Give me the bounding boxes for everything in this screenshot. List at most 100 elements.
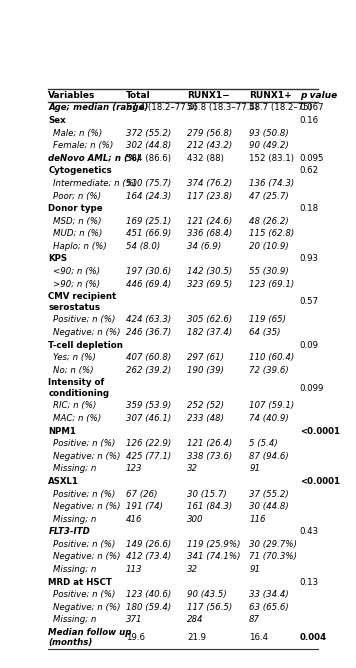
Text: 117 (23.8): 117 (23.8) xyxy=(187,192,233,200)
Text: 123 (69.1): 123 (69.1) xyxy=(249,279,294,289)
Text: Intensity of
conditioning: Intensity of conditioning xyxy=(48,378,109,397)
Text: Yes; n (%): Yes; n (%) xyxy=(53,353,96,362)
Text: 20 (10.9): 20 (10.9) xyxy=(249,242,289,250)
Text: 0.004: 0.004 xyxy=(300,633,327,642)
Text: 233 (48): 233 (48) xyxy=(187,414,224,423)
Text: 425 (77.1): 425 (77.1) xyxy=(126,452,171,461)
Text: Positive; n (%): Positive; n (%) xyxy=(53,315,116,325)
Text: RUNX1+: RUNX1+ xyxy=(249,91,292,100)
Text: 212 (43.2): 212 (43.2) xyxy=(187,141,233,150)
Text: 0.93: 0.93 xyxy=(300,255,319,263)
Text: Positive; n (%): Positive; n (%) xyxy=(53,490,116,498)
Text: Sex: Sex xyxy=(48,116,66,125)
Text: 246 (36.7): 246 (36.7) xyxy=(126,328,171,337)
Text: 5 (5.4): 5 (5.4) xyxy=(249,440,278,448)
Text: 32: 32 xyxy=(187,464,198,474)
Text: 87 (94.6): 87 (94.6) xyxy=(249,452,289,461)
Text: 126 (22.9): 126 (22.9) xyxy=(126,440,171,448)
Text: 0.18: 0.18 xyxy=(300,204,319,213)
Text: 107 (59.1): 107 (59.1) xyxy=(249,401,294,411)
Text: 262 (39.2): 262 (39.2) xyxy=(126,365,171,375)
Text: 279 (56.8): 279 (56.8) xyxy=(187,129,233,138)
Text: 451 (66.9): 451 (66.9) xyxy=(126,229,171,238)
Text: 142 (30.5): 142 (30.5) xyxy=(187,267,233,276)
Text: 32: 32 xyxy=(187,565,198,574)
Text: 56.8 (18.3–77.4): 56.8 (18.3–77.4) xyxy=(187,104,258,112)
Text: 338 (73.6): 338 (73.6) xyxy=(187,452,233,461)
Text: 71 (70.3%): 71 (70.3%) xyxy=(249,552,297,561)
Text: 182 (37.4): 182 (37.4) xyxy=(187,328,233,337)
Text: No; n (%): No; n (%) xyxy=(53,365,94,375)
Text: KPS: KPS xyxy=(48,255,68,263)
Text: 87: 87 xyxy=(249,615,260,625)
Text: Negative; n (%): Negative; n (%) xyxy=(53,603,121,612)
Text: Positive; n (%): Positive; n (%) xyxy=(53,540,116,549)
Text: MSD; n (%): MSD; n (%) xyxy=(53,216,102,226)
Text: 54 (8.0): 54 (8.0) xyxy=(126,242,160,250)
Text: 372 (55.2): 372 (55.2) xyxy=(126,129,171,138)
Text: 169 (25.1): 169 (25.1) xyxy=(126,216,171,226)
Text: 190 (39): 190 (39) xyxy=(187,365,224,375)
Text: 72 (39.6): 72 (39.6) xyxy=(249,365,289,375)
Text: Negative; n (%): Negative; n (%) xyxy=(53,452,121,461)
Text: 67 (26): 67 (26) xyxy=(126,490,157,498)
Text: 0.57: 0.57 xyxy=(300,297,319,307)
Text: Negative; n (%): Negative; n (%) xyxy=(53,328,121,337)
Text: 359 (53.9): 359 (53.9) xyxy=(126,401,171,411)
Text: Positive; n (%): Positive; n (%) xyxy=(53,590,116,599)
Text: Donor type: Donor type xyxy=(48,204,103,213)
Text: 91: 91 xyxy=(249,464,260,474)
Text: 30 (29.7%): 30 (29.7%) xyxy=(249,540,297,549)
Text: 302 (44.8): 302 (44.8) xyxy=(126,141,171,150)
Text: NPM1: NPM1 xyxy=(48,427,76,436)
Text: deNovo AML; n (%): deNovo AML; n (%) xyxy=(48,154,141,163)
Text: 0.13: 0.13 xyxy=(300,578,319,587)
Text: 0.62: 0.62 xyxy=(300,166,319,176)
Text: FLT3-ITD: FLT3-ITD xyxy=(48,527,90,536)
Text: 116: 116 xyxy=(249,515,266,524)
Text: 164 (24.3): 164 (24.3) xyxy=(126,192,171,200)
Text: MUD; n (%): MUD; n (%) xyxy=(53,229,103,238)
Text: 119 (65): 119 (65) xyxy=(249,315,286,325)
Text: 284: 284 xyxy=(187,615,204,625)
Text: 74 (40.9): 74 (40.9) xyxy=(249,414,289,423)
Text: 416: 416 xyxy=(126,515,142,524)
Text: Negative; n (%): Negative; n (%) xyxy=(53,552,121,561)
Text: 424 (63.3): 424 (63.3) xyxy=(126,315,171,325)
Text: T-cell depletion: T-cell depletion xyxy=(48,341,123,349)
Text: 180 (59.4): 180 (59.4) xyxy=(126,603,171,612)
Text: 117 (56.5): 117 (56.5) xyxy=(187,603,233,612)
Text: Variables: Variables xyxy=(48,91,96,100)
Text: Intermediate; n (%): Intermediate; n (%) xyxy=(53,179,138,188)
Text: Haplo; n (%): Haplo; n (%) xyxy=(53,242,107,250)
Text: Missing; n: Missing; n xyxy=(53,464,97,474)
Text: Positive; n (%): Positive; n (%) xyxy=(53,440,116,448)
Text: Negative; n (%): Negative; n (%) xyxy=(53,502,121,511)
Text: 336 (68.4): 336 (68.4) xyxy=(187,229,233,238)
Text: 58.7 (18.2–75): 58.7 (18.2–75) xyxy=(249,104,312,112)
Text: 63 (65.6): 63 (65.6) xyxy=(249,603,289,612)
Text: 300: 300 xyxy=(187,515,204,524)
Text: p value: p value xyxy=(300,91,337,100)
Text: 33 (34.4): 33 (34.4) xyxy=(249,590,289,599)
Text: 119 (25.9%): 119 (25.9%) xyxy=(187,540,241,549)
Text: RUNX1−: RUNX1− xyxy=(187,91,230,100)
Text: Missing; n: Missing; n xyxy=(53,515,97,524)
Text: Age; median (range): Age; median (range) xyxy=(48,104,149,112)
Text: 123: 123 xyxy=(126,464,142,474)
Text: 371: 371 xyxy=(126,615,142,625)
Text: 64 (35): 64 (35) xyxy=(249,328,281,337)
Text: 110 (60.4): 110 (60.4) xyxy=(249,353,294,362)
Text: RIC; n (%): RIC; n (%) xyxy=(53,401,97,411)
Text: <0.0001: <0.0001 xyxy=(300,427,340,436)
Text: 34 (6.9): 34 (6.9) xyxy=(187,242,222,250)
Text: 197 (30.6): 197 (30.6) xyxy=(126,267,171,276)
Text: 55 (30.9): 55 (30.9) xyxy=(249,267,289,276)
Text: <90; n (%): <90; n (%) xyxy=(53,267,100,276)
Text: ASXL1: ASXL1 xyxy=(48,477,79,486)
Text: 136 (74.3): 136 (74.3) xyxy=(249,179,294,188)
Text: 30 (44.8): 30 (44.8) xyxy=(249,502,289,511)
Text: 305 (62.6): 305 (62.6) xyxy=(187,315,233,325)
Text: 19.6: 19.6 xyxy=(126,633,145,642)
Text: 93 (50.8): 93 (50.8) xyxy=(249,129,289,138)
